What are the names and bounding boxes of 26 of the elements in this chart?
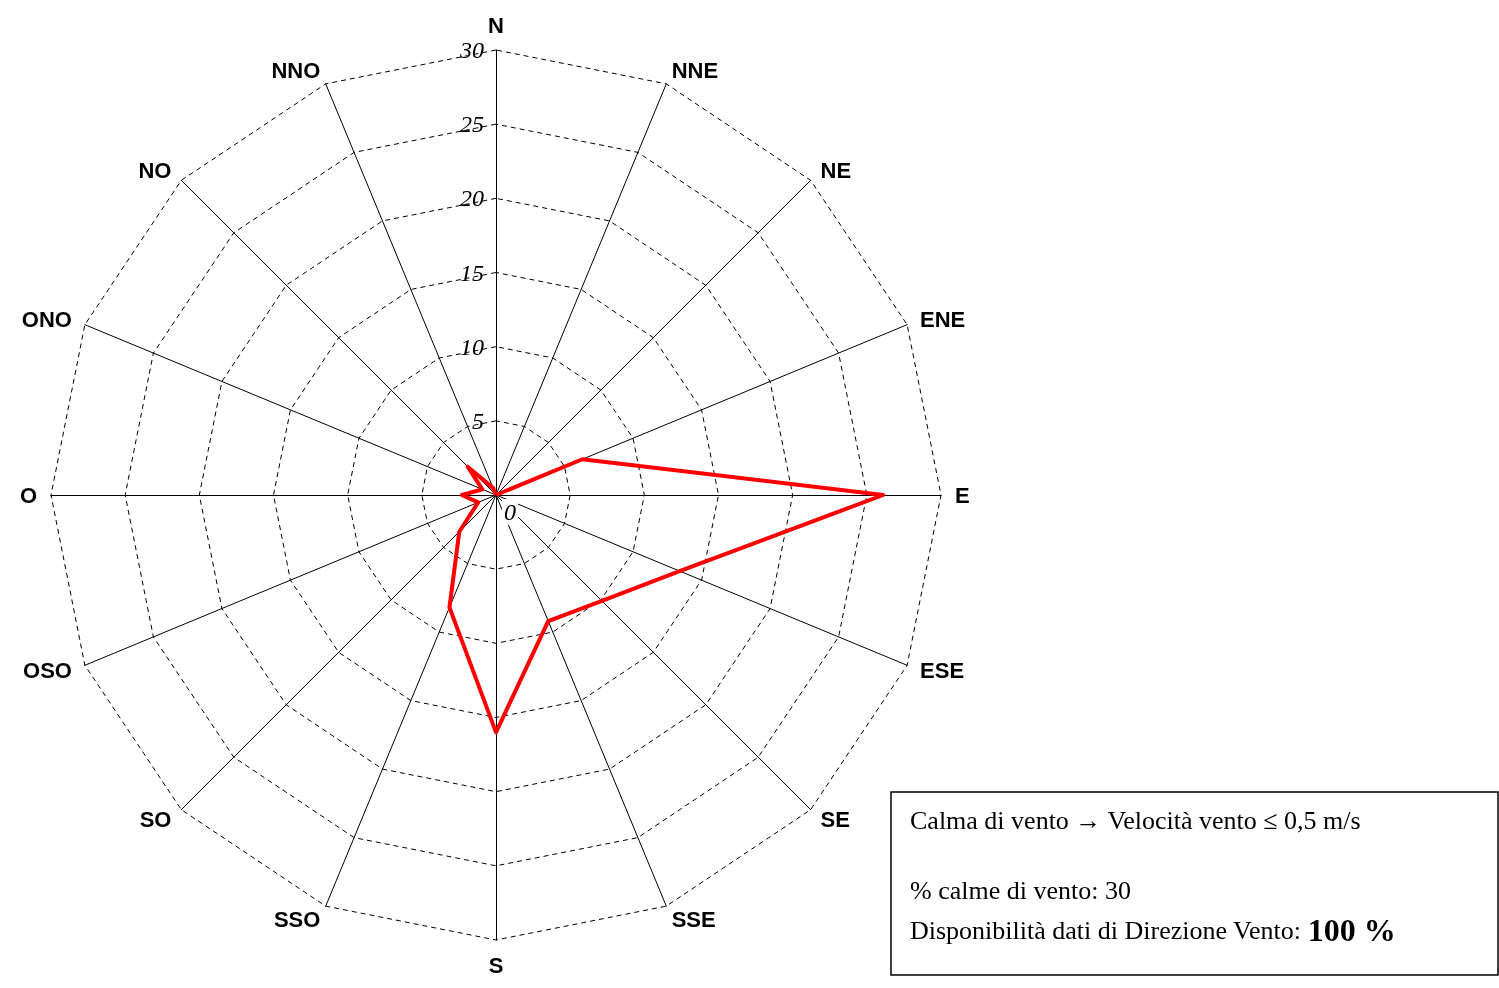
spoke-label: S — [488, 952, 504, 978]
spoke-label: E — [955, 482, 970, 508]
spoke-label: NNE — [671, 58, 719, 84]
y-tick-label: 5 — [472, 407, 484, 434]
spoke-label: SSO — [273, 906, 321, 932]
y-tick-label: 0 — [504, 499, 516, 525]
spoke-label: N — [488, 12, 504, 38]
spoke-label: NO — [138, 157, 172, 183]
spoke-label: NNO — [271, 58, 321, 84]
spoke-label: O — [19, 482, 37, 508]
y-tick-label: 30 — [459, 37, 484, 63]
spoke-label: SE — [820, 807, 850, 833]
y-tick-label: 20 — [460, 185, 484, 212]
spoke-label: ONO — [21, 306, 72, 332]
y-tick-label: 25 — [460, 111, 484, 138]
text: % calme di vento: 30 — [910, 875, 1131, 905]
spoke-label: ENE — [920, 306, 966, 332]
spoke-label: NE — [820, 157, 852, 183]
spoke-label: OSO — [23, 658, 72, 684]
y-tick-label: 15 — [460, 259, 484, 286]
y-tick-label: 10 — [460, 333, 484, 360]
text: Calma di vento → Velocità vento ≤ 0,5 m/s — [910, 805, 1361, 835]
spoke-label: SSE — [671, 906, 716, 932]
spoke-label: SO — [139, 807, 172, 833]
text: Disponibilità dati di Direzione Vento: 100 % — [910, 912, 1396, 948]
spoke-label: ESE — [920, 658, 965, 684]
